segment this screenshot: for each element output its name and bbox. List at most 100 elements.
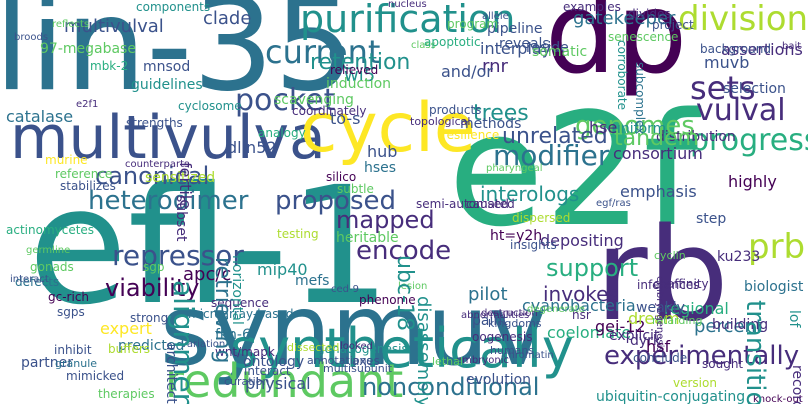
cloud-word: assertions <box>721 40 803 59</box>
cloud-word: buffers <box>108 342 151 356</box>
cloud-word: dream <box>628 309 680 328</box>
cloud-word: counterparts <box>125 159 190 170</box>
cloud-word: purification <box>300 0 516 41</box>
cloud-word: gc-rich <box>48 290 90 304</box>
cloud-word: mbk-2 <box>90 59 129 73</box>
cloud-word: clade <box>203 8 252 29</box>
cloud-word: predicted <box>118 338 185 354</box>
cloud-word: looked <box>340 341 373 352</box>
cloud-word: program <box>447 17 499 31</box>
cloud-word: interplay <box>480 39 552 58</box>
cloud-word: coelomate <box>547 323 632 342</box>
cloud-word: hsr <box>572 308 591 322</box>
cloud-word: hub <box>367 142 398 161</box>
cloud-word: nonconditional <box>362 373 540 401</box>
cloud-word: silico <box>326 170 357 184</box>
cloud-word: regional <box>664 299 729 318</box>
cloud-word: physical <box>245 374 311 393</box>
cloud-word: support <box>546 254 639 282</box>
cloud-word: dyrk <box>630 333 662 349</box>
cloud-word: transition <box>740 300 770 404</box>
cloud-word: mefs <box>295 273 330 289</box>
cloud-word: lethal <box>432 355 463 368</box>
cloud-word: reveals <box>499 36 550 52</box>
cloud-word: inferences <box>637 278 700 292</box>
cloud-word: dp <box>545 0 688 99</box>
cloud-word: components <box>136 0 211 14</box>
cloud-word: experimentally <box>604 341 800 371</box>
cloud-word: progression <box>690 123 808 158</box>
cloud-word: reside <box>526 40 569 56</box>
cloud-word: biologist <box>744 279 804 295</box>
cloud-word: hse <box>589 118 618 137</box>
cloud-word: reference <box>55 167 113 181</box>
cloud-word: multisubunit <box>323 362 393 375</box>
cloud-word: trees <box>473 101 529 126</box>
cloud-word: paint <box>472 313 508 329</box>
cloud-word: heterodimer <box>88 186 249 216</box>
cloud-word: interact <box>10 274 49 285</box>
cloud-word: pilot <box>468 284 508 305</box>
cloud-word: dlin52 <box>227 138 277 157</box>
cloud-word: knock-out <box>753 394 803 404</box>
cloud-word: ced-9 <box>331 284 359 295</box>
cloud-word: mnsod <box>143 59 191 75</box>
cloud-word: step <box>696 211 727 227</box>
cloud-word: to-s <box>330 109 361 128</box>
cloud-word: wnt/mapk <box>215 345 275 359</box>
cloud-word: disassembly <box>413 296 434 404</box>
cloud-word: conclude <box>633 351 688 365</box>
cloud-word: proposed <box>275 186 396 216</box>
cloud-word: oogenesis <box>472 330 533 344</box>
cloud-word: divisions <box>678 0 808 39</box>
cloud-word: examples <box>563 0 621 14</box>
cloud-word: horizontal <box>229 255 245 325</box>
cloud-word: and/or <box>441 62 493 81</box>
cloud-word: ubiquitin-conjugating <box>596 389 746 404</box>
cloud-word: canonical <box>95 162 210 190</box>
cloud-word: hsf <box>646 337 671 356</box>
cloud-word: record <box>789 365 805 404</box>
cloud-word: fertile <box>176 162 195 210</box>
cloud-word: pipeline <box>487 21 543 37</box>
cloud-word: axes <box>352 354 380 368</box>
cloud-word: prb <box>748 227 806 267</box>
cloud-word: e2f <box>448 79 699 261</box>
cloud-word: inhibit <box>54 343 92 357</box>
cloud-word: lof <box>786 310 802 328</box>
cloud-word: class <box>411 40 436 51</box>
cloud-word: annotations <box>307 354 373 367</box>
cloud-word: current <box>265 33 381 71</box>
cloud-word: strong <box>130 311 169 325</box>
cloud-word: interact <box>244 364 291 378</box>
cloud-word: retention <box>310 50 411 75</box>
cloud-word: multivulva <box>10 103 326 173</box>
cloud-word: ontology <box>243 354 305 370</box>
cloud-word: unrelated <box>502 124 608 149</box>
cloud-word: testing <box>277 227 319 241</box>
cloud-word: repressor <box>112 239 244 272</box>
cloud-word: cyclin <box>654 249 686 262</box>
cloud-word: granule <box>55 357 98 370</box>
cloud-word: expert <box>100 319 152 338</box>
cloud-word: explicit <box>609 328 660 344</box>
cloud-word: abnormalities <box>461 310 530 321</box>
cloud-word: topological <box>410 115 471 128</box>
cloud-word: efl-1 <box>28 153 392 341</box>
cloud-word: gonadogenesis <box>317 342 408 356</box>
cloud-word: ht=y2h <box>490 228 543 244</box>
cloud-word: ku233 <box>717 249 761 265</box>
cloud-word: partner <box>21 355 73 371</box>
cloud-word: egf/ras <box>596 198 631 209</box>
cloud-word: phenome <box>359 293 416 307</box>
cloud-word: analogy <box>258 126 306 140</box>
cloud-word: destruction <box>481 308 538 319</box>
cloud-word: project <box>652 18 694 32</box>
cloud-word: distribution <box>656 129 736 145</box>
cloud-word: subtle <box>337 182 374 196</box>
cloud-word: dispersed <box>512 211 571 225</box>
cloud-word: somatic <box>532 44 588 60</box>
cloud-word: synthetically <box>230 317 574 380</box>
cloud-word: sought <box>702 357 744 371</box>
cloud-word: tandem <box>614 126 699 151</box>
